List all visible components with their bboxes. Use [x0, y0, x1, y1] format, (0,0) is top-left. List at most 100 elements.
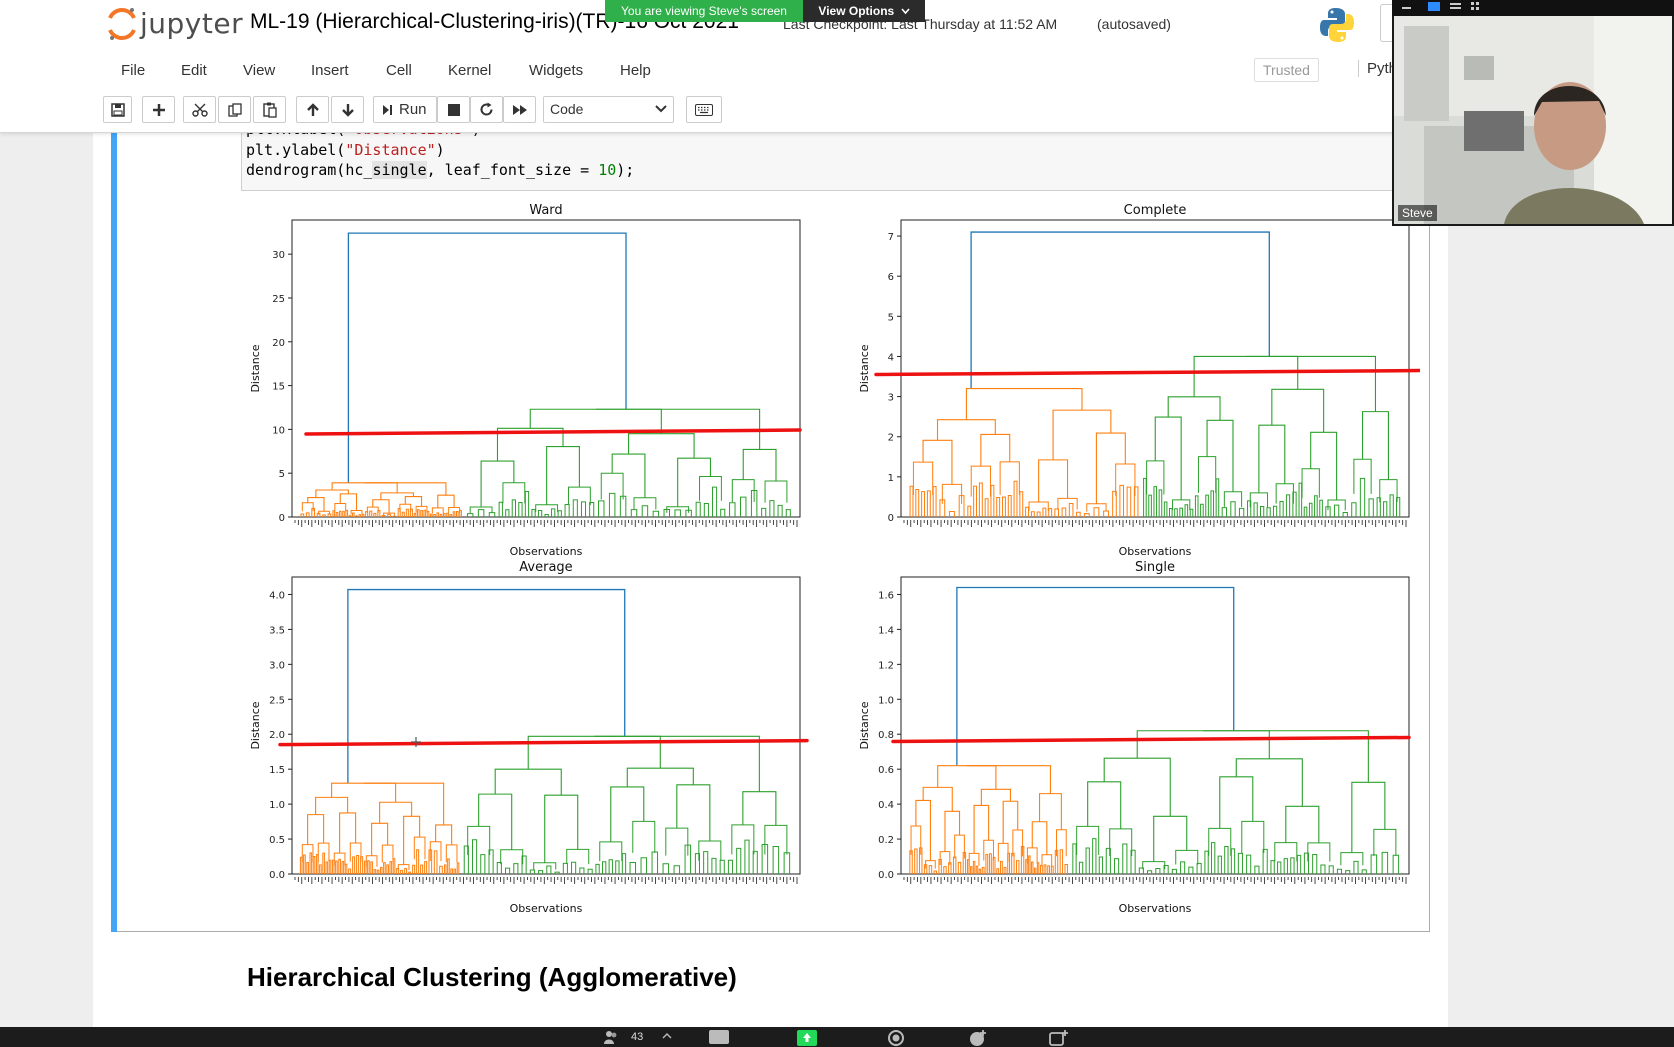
plus-icon	[152, 103, 165, 116]
arrow-up-icon	[306, 102, 319, 116]
green-cluster-leaf-link	[1205, 494, 1209, 517]
green-cluster-leaf-link	[1381, 851, 1389, 874]
y-tick-label: 6	[888, 272, 894, 283]
green-cluster-leaf-link	[496, 861, 502, 874]
save-button[interactable]	[103, 96, 132, 123]
orange-cluster-leaf-link	[926, 490, 931, 517]
copy-button[interactable]	[218, 96, 251, 123]
green-cluster-leaf-link	[695, 501, 701, 517]
orange-cluster-link	[404, 496, 423, 507]
view-options-label: View Options	[818, 4, 895, 18]
orange-cluster-leaf-link	[1030, 511, 1035, 517]
command-palette-button[interactable]	[686, 96, 722, 123]
orange-cluster-leaf-link	[1050, 865, 1054, 874]
green-cluster-leaf-link	[608, 859, 613, 874]
meeting-toolbar: 43	[0, 1027, 1674, 1047]
green-cluster-leaf-link	[1277, 861, 1282, 874]
menu-file[interactable]: File	[121, 62, 146, 79]
orange-cluster-leaf-link	[957, 861, 962, 874]
orange-cluster-leaf-link	[344, 863, 348, 874]
y-tick-label: 1.4	[878, 625, 894, 636]
menu-widgets[interactable]: Widgets	[529, 62, 584, 79]
arrow-down-icon	[341, 103, 354, 117]
orange-cluster-link	[983, 839, 994, 861]
orange-cluster-leaf-link	[348, 868, 352, 874]
orange-cluster-leaf-link	[996, 868, 1000, 874]
orange-cluster-leaf-link	[363, 860, 367, 874]
move-up-button[interactable]	[296, 96, 329, 123]
section-heading: Hierarchical Clustering (Agglomerative)	[247, 962, 737, 992]
orange-cluster-leaf-link	[1042, 507, 1047, 517]
green-cluster-leaf-link	[1389, 494, 1394, 517]
chat-icon[interactable]	[709, 1030, 729, 1046]
green-cluster-leaf-link	[1130, 849, 1136, 874]
orange-cluster-leaf-link	[356, 854, 360, 874]
green-cluster-leaf-link	[589, 501, 595, 517]
cut-button[interactable]	[183, 96, 216, 123]
participants-icon[interactable]	[604, 1030, 618, 1044]
plot-frame	[900, 576, 1410, 875]
y-tick-label: 3.5	[269, 625, 285, 636]
orange-cluster-link	[437, 494, 455, 508]
orange-cluster-leaf-link	[1043, 864, 1047, 874]
code-cell[interactable]	[111, 132, 1430, 932]
cell-type-select[interactable]: Code	[543, 96, 674, 123]
insert-cell-button[interactable]	[142, 96, 175, 123]
green-cluster-leaf-link	[1174, 508, 1178, 517]
orange-cluster-leaf-link	[341, 861, 345, 874]
y-tick-label: 2.0	[269, 730, 285, 741]
menu-view[interactable]: View	[243, 62, 276, 79]
green-cluster-link	[1241, 820, 1265, 853]
orange-cluster-leaf-link	[1007, 852, 1011, 874]
cell-type-value: Code	[550, 101, 584, 117]
restart-button[interactable]	[470, 96, 503, 123]
menu-edit[interactable]: Edit	[181, 62, 207, 79]
green-cluster-leaf-link	[1188, 866, 1194, 874]
run-button[interactable]: Run	[373, 96, 437, 123]
orange-cluster-link	[379, 801, 413, 824]
y-tick-label: 2.5	[269, 695, 285, 706]
green-cluster-leaf-link	[1163, 501, 1168, 517]
menu-kernel[interactable]: Kernel	[448, 62, 492, 79]
green-cluster-leaf-link	[505, 867, 511, 874]
run-all-button[interactable]	[503, 96, 536, 123]
logout-button-edge[interactable]	[1380, 4, 1395, 42]
green-cluster-leaf-link	[1158, 489, 1163, 517]
green-cluster-leaf-link	[1333, 504, 1340, 517]
share-screen-icon[interactable]	[797, 1030, 817, 1046]
view-options-button[interactable]: View Options	[803, 0, 925, 22]
y-tick-label: 1.2	[878, 660, 894, 671]
record-icon[interactable]	[887, 1030, 905, 1046]
paste-button[interactable]	[253, 96, 286, 123]
orange-cluster-leaf-link	[1036, 862, 1040, 874]
green-cluster-leaf-link	[1238, 507, 1245, 517]
move-down-button[interactable]	[331, 96, 364, 123]
orange-cluster-leaf-link	[449, 514, 453, 517]
orange-cluster-leaf-link	[1019, 491, 1024, 517]
green-cluster-link	[535, 504, 559, 513]
video-controls-icons[interactable]	[1400, 0, 1480, 16]
interrupt-button[interactable]	[437, 96, 470, 123]
green-cluster-leaf-link	[674, 509, 681, 517]
trusted-indicator[interactable]: Trusted	[1254, 58, 1319, 82]
orange-cluster-leaf-link	[377, 510, 381, 517]
green-cluster-leaf-link	[498, 501, 503, 517]
green-cluster-leaf-link	[1180, 861, 1186, 874]
menu-insert[interactable]: Insert	[311, 62, 349, 79]
green-cluster-leaf-link	[1342, 512, 1348, 517]
code-editor[interactable]: plt.xlabel("Observations") plt.ylabel("D…	[241, 126, 1393, 191]
y-tick-label: 30	[272, 250, 285, 261]
reactions-icon[interactable]	[968, 1030, 988, 1046]
chevron-up-icon[interactable]	[662, 1033, 672, 1039]
jupyter-logo[interactable]: jupyter	[106, 4, 243, 46]
green-cluster-leaf-link	[1211, 842, 1216, 874]
apps-icon[interactable]	[1049, 1030, 1069, 1046]
green-cluster-leaf-link	[1336, 868, 1343, 874]
orange-cluster-leaf-link	[331, 859, 335, 874]
orange-cluster-leaf-link	[396, 868, 400, 874]
orange-cluster-leaf-link	[387, 513, 391, 517]
menu-help[interactable]: Help	[620, 62, 651, 79]
orange-cluster-link	[364, 482, 447, 496]
video-panel[interactable]: Steve	[1392, 0, 1674, 226]
menu-cell[interactable]: Cell	[386, 62, 412, 79]
